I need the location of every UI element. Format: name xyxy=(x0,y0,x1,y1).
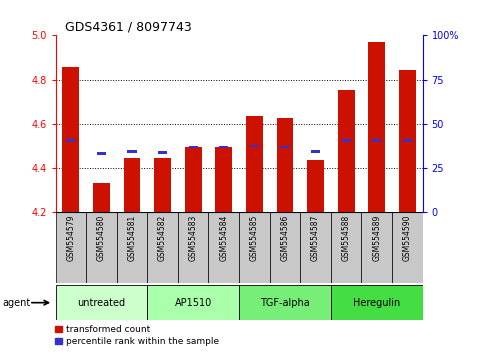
Bar xyxy=(369,42,385,212)
Bar xyxy=(93,183,110,212)
Bar xyxy=(66,139,75,142)
Bar xyxy=(56,212,86,283)
Bar xyxy=(97,153,106,155)
Bar xyxy=(311,150,320,153)
Text: GSM554589: GSM554589 xyxy=(372,215,381,261)
Bar xyxy=(277,118,293,212)
Text: agent: agent xyxy=(2,298,30,308)
Text: GSM554581: GSM554581 xyxy=(128,215,137,261)
Bar xyxy=(399,70,416,212)
Bar xyxy=(331,212,361,283)
Bar xyxy=(185,147,201,212)
Bar xyxy=(239,212,270,283)
Bar xyxy=(56,285,147,320)
Text: AP1510: AP1510 xyxy=(174,298,212,308)
Bar xyxy=(239,285,331,320)
Text: GSM554588: GSM554588 xyxy=(341,215,351,261)
Bar xyxy=(250,145,259,147)
Bar xyxy=(280,146,290,148)
Bar xyxy=(62,68,79,212)
Bar xyxy=(372,139,382,142)
Text: TGF-alpha: TGF-alpha xyxy=(260,298,310,308)
Bar xyxy=(246,116,263,212)
Bar xyxy=(270,212,300,283)
Legend: transformed count, percentile rank within the sample: transformed count, percentile rank withi… xyxy=(55,325,219,346)
Text: GSM554580: GSM554580 xyxy=(97,215,106,261)
Bar xyxy=(307,160,324,212)
Bar xyxy=(331,285,423,320)
Bar xyxy=(128,150,137,153)
Text: GSM554579: GSM554579 xyxy=(66,215,75,261)
Bar xyxy=(86,212,117,283)
Bar xyxy=(154,158,171,212)
Bar xyxy=(219,146,228,148)
Bar xyxy=(147,212,178,283)
Text: GSM554587: GSM554587 xyxy=(311,215,320,261)
Text: untreated: untreated xyxy=(77,298,126,308)
Bar xyxy=(361,212,392,283)
Text: GSM554584: GSM554584 xyxy=(219,215,228,261)
Text: GSM554586: GSM554586 xyxy=(281,215,289,261)
Bar xyxy=(209,212,239,283)
Bar xyxy=(300,212,331,283)
Bar xyxy=(403,139,412,142)
Bar xyxy=(158,152,167,154)
Bar xyxy=(215,147,232,212)
Bar xyxy=(124,158,141,212)
Bar xyxy=(147,285,239,320)
Text: Heregulin: Heregulin xyxy=(353,298,400,308)
Bar xyxy=(392,212,423,283)
Bar xyxy=(178,212,209,283)
Bar xyxy=(338,90,355,212)
Text: GSM554583: GSM554583 xyxy=(189,215,198,261)
Text: GSM554582: GSM554582 xyxy=(158,215,167,261)
Bar xyxy=(188,146,198,148)
Text: GDS4361 / 8097743: GDS4361 / 8097743 xyxy=(65,21,192,34)
Bar xyxy=(341,139,351,142)
Text: GSM554590: GSM554590 xyxy=(403,215,412,261)
Bar xyxy=(117,212,147,283)
Text: GSM554585: GSM554585 xyxy=(250,215,259,261)
